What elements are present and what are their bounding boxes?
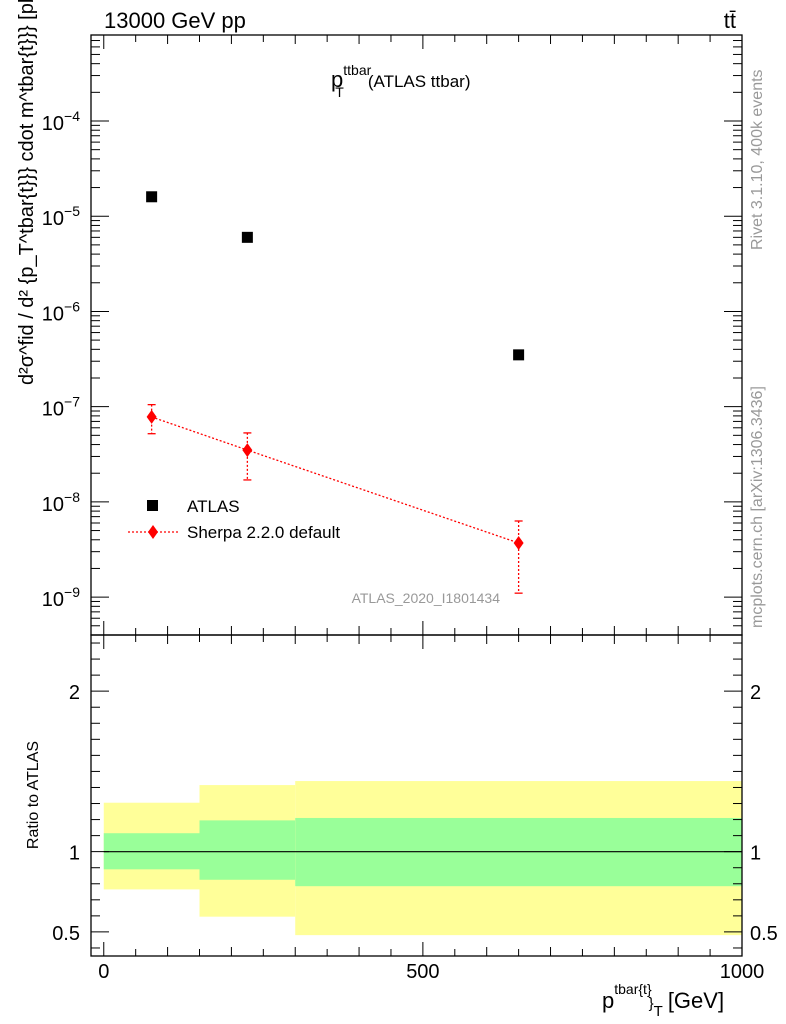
ratio-y-axis-label: Ratio to ATLAS xyxy=(25,741,42,849)
header-right: tt̄ xyxy=(724,8,736,33)
mcplots-label: mcplots.cern.ch [arXiv:1306.3436] xyxy=(749,386,766,628)
ratio-y-tick-label-left: 2 xyxy=(69,682,80,704)
ratio-bands xyxy=(103,781,742,936)
legend-sherpa-label: Sherpa 2.2.0 default xyxy=(187,523,340,542)
ratio-ticks xyxy=(91,635,743,956)
plot-title-rest: (ATLAS ttbar) xyxy=(368,72,471,91)
main-y-tick-exp: −4 xyxy=(64,108,80,124)
main-y-tick-label: 10−9 xyxy=(42,584,80,611)
x-axis-label-sup: tbar{t} xyxy=(614,981,652,997)
main-y-tick-base: 10 xyxy=(42,589,64,611)
plot-title: pttbar T (ATLAS ttbar) xyxy=(331,62,470,100)
x-axis-label: ptbar{t}}T [GeV] xyxy=(602,981,724,1020)
ratio-y-tick-label-left: 0.5 xyxy=(52,923,80,945)
sherpa-point xyxy=(513,536,524,551)
sherpa-point xyxy=(242,443,253,458)
ratio-x-tick-labels: 0 500 1000 xyxy=(98,961,764,983)
atlas-point xyxy=(513,349,525,361)
main-y-tick-label: 10−5 xyxy=(42,203,80,230)
main-y-tick-label: 10−4 xyxy=(42,108,80,135)
rivet-label: Rivet 3.1.10, 400k events xyxy=(749,69,766,250)
x-tick-label: 0 xyxy=(98,961,109,983)
main-y-tick-exp: −6 xyxy=(64,298,80,314)
ratio-panel: 0.5 0.5 1 1 2 2 0 500 1000 Ratio to ATLAS ptbar… xyxy=(25,634,778,1020)
atlas-point xyxy=(146,191,158,203)
legend-sherpa-marker xyxy=(148,525,158,539)
sherpa-series xyxy=(146,403,524,594)
ratio-band-inner xyxy=(199,820,296,880)
header-left: 13000 GeV pp xyxy=(104,8,246,33)
x-axis-label-sub2: T xyxy=(654,1003,663,1020)
legend-atlas-label: ATLAS xyxy=(187,497,240,516)
x-axis-label-sub: } xyxy=(649,995,654,1012)
plot-title-sub: T xyxy=(335,84,344,100)
main-ticks xyxy=(91,34,743,636)
main-panel: 10−910−810−710−610−510−4 pttbar T(ATLAS t… xyxy=(16,0,743,636)
ratio-y-tick-label-right: 2 xyxy=(750,682,761,704)
main-y-tick-base: 10 xyxy=(42,303,64,325)
main-y-tick-base: 10 xyxy=(42,113,64,135)
main-y-tick-label: 10−6 xyxy=(42,298,80,325)
main-y-tick-exp: −9 xyxy=(64,584,80,600)
analysis-annotation: ATLAS_2020_I1801434 xyxy=(352,590,501,606)
plot-title-sup: ttbar xyxy=(343,62,371,78)
main-y-tick-label: 10−7 xyxy=(42,394,80,421)
x-axis-label-p: p xyxy=(602,988,614,1013)
plot-title-p: p xyxy=(331,67,343,92)
main-y-tick-base: 10 xyxy=(42,494,64,516)
main-y-tick-exp: −7 xyxy=(64,394,80,410)
main-y-tick-base: 10 xyxy=(42,208,64,230)
main-y-tick-base: 10 xyxy=(42,399,64,421)
sherpa-point xyxy=(146,409,157,424)
main-y-tick-label: 10−8 xyxy=(42,489,80,516)
main-y-tick-labels: 10−910−810−710−610−510−4 xyxy=(42,108,80,611)
main-frame xyxy=(90,34,743,636)
ratio-frame xyxy=(90,634,743,957)
x-axis-label-rest: [GeV] xyxy=(668,988,724,1013)
main-y-tick-exp: −5 xyxy=(64,203,80,219)
legend-atlas-marker xyxy=(147,500,158,511)
atlas-point xyxy=(241,231,253,243)
ratio-y-tick-labels: 0.5 0.5 1 1 2 2 xyxy=(52,682,778,945)
x-tick-label: 1000 xyxy=(720,961,765,983)
main-y-tick-exp: −8 xyxy=(64,489,80,505)
main-y-axis-label: d²σ^fid / d² {p_T^tbar{t}}} cdot m^tbar{… xyxy=(16,0,38,385)
atlas-series xyxy=(146,191,525,361)
x-tick-label: 500 xyxy=(406,961,439,983)
ratio-y-tick-label-right: 0.5 xyxy=(750,923,778,945)
legend: ATLAS Sherpa 2.2.0 default xyxy=(128,497,340,542)
ratio-y-tick-label-right: 1 xyxy=(750,843,761,865)
ratio-y-tick-label-left: 1 xyxy=(69,843,80,865)
